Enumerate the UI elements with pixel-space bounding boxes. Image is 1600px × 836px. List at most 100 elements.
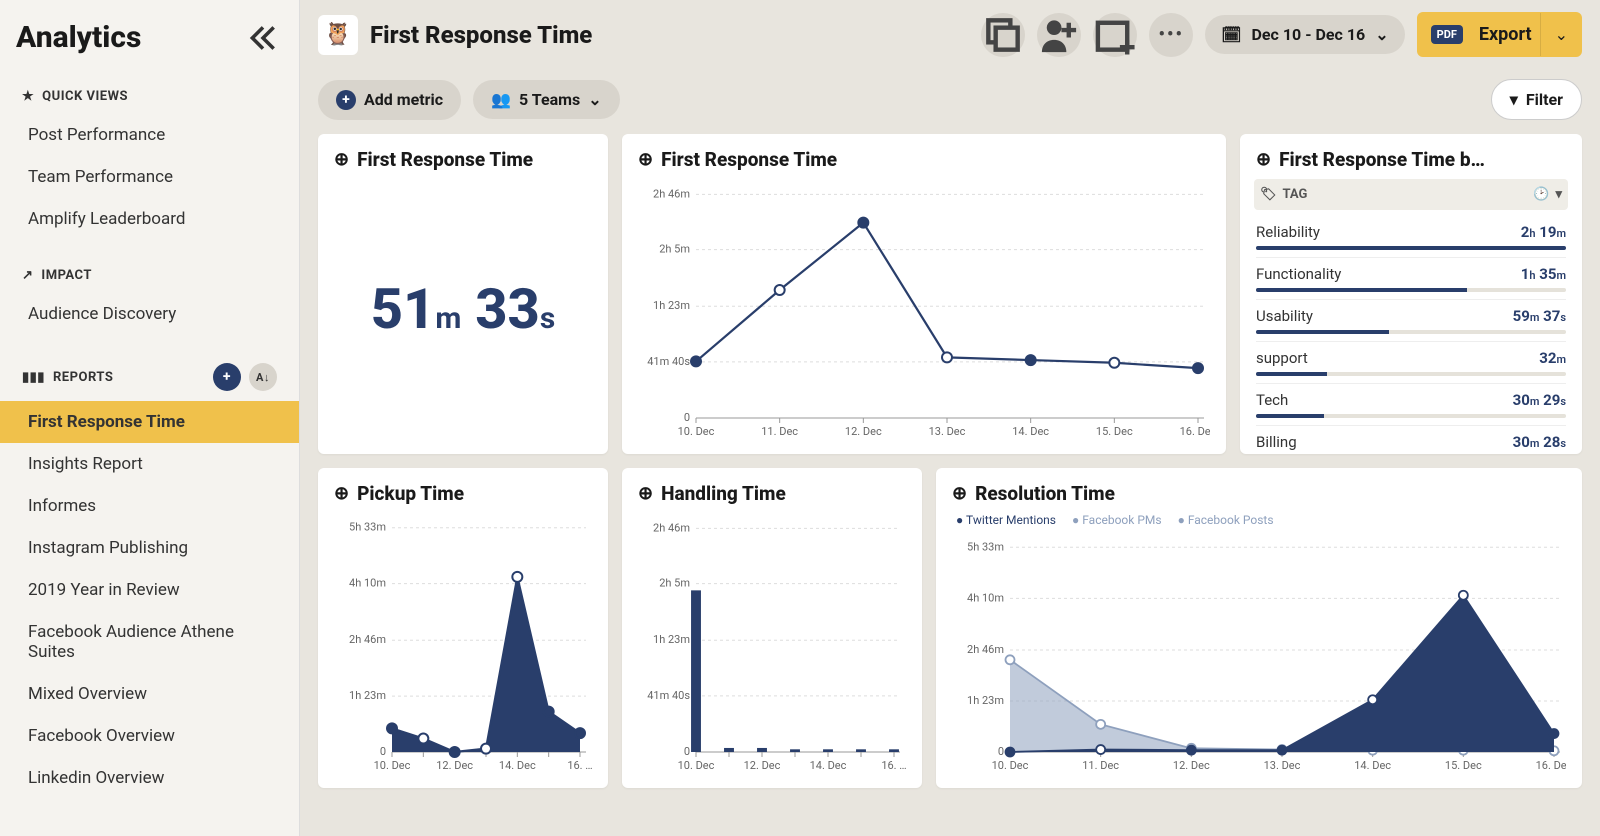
kpi-title: First Response Time — [357, 148, 533, 171]
clock-icon: 🕑 — [1533, 187, 1549, 202]
svg-text:2h 46m: 2h 46m — [349, 633, 386, 646]
pickup-title: Pickup Time — [357, 482, 464, 505]
svg-text:5h 33m: 5h 33m — [967, 540, 1004, 553]
svg-text:0: 0 — [684, 745, 690, 758]
nav-item[interactable]: Instagram Publishing — [0, 527, 299, 569]
people-icon: ⊕ — [638, 149, 653, 170]
resolution-card: ⊕Resolution Time Twitter MentionsFaceboo… — [936, 468, 1582, 788]
page-title: First Response Time — [370, 21, 969, 49]
handling-title: Handling Time — [661, 482, 786, 505]
people-icon: ⊕ — [1256, 149, 1271, 170]
date-range-picker[interactable]: 🗓 Dec 10 - Dec 16 ⌄ — [1205, 15, 1404, 54]
svg-text:1h 23m: 1h 23m — [349, 689, 386, 702]
teams-dropdown[interactable]: 👥 5 Teams ⌄ — [473, 80, 620, 119]
collapse-sidebar-button[interactable] — [247, 22, 279, 54]
teams-label: 5 Teams — [519, 90, 580, 109]
nav-item[interactable]: Linkedin Overview — [0, 757, 299, 799]
svg-text:0: 0 — [380, 745, 386, 758]
quick-views-label: ★ QUICK VIEWS — [0, 79, 299, 114]
export-button[interactable]: PDF Export ⌄ — [1417, 12, 1582, 57]
tag-row[interactable]: Billing 30m 28s — [1256, 426, 1566, 454]
svg-text:2h 5m: 2h 5m — [659, 577, 690, 590]
chevron-down-icon: ⌄ — [1375, 25, 1388, 44]
svg-text:4h 10m: 4h 10m — [967, 591, 1004, 604]
plus-icon: + — [336, 90, 356, 110]
svg-text:14. Dec: 14. Dec — [499, 759, 536, 772]
nav-item[interactable]: Facebook Audience Athene Suites — [0, 611, 299, 673]
calendar-plus-icon — [1093, 13, 1137, 57]
nav-item[interactable]: Mixed Overview — [0, 673, 299, 715]
quick-views-group: ★ QUICK VIEWS Post PerformanceTeam Perfo… — [0, 79, 299, 240]
kpi-value: 51m 33s — [371, 276, 556, 342]
svg-text:1h 23m: 1h 23m — [653, 299, 690, 312]
svg-text:10. Dec: 10. Dec — [678, 759, 715, 772]
svg-text:12. Dec: 12. Dec — [744, 759, 781, 772]
topbar: 🦉 First Response Time ••• 🗓 Dec 10 - Dec… — [300, 0, 1600, 69]
share-button[interactable] — [1037, 13, 1081, 57]
line-chart-card: ⊕First Response Time 041m 40s1h 23m2h 5m… — [622, 134, 1226, 454]
tag-row[interactable]: Functionality1h 35m — [1256, 258, 1566, 300]
more-button[interactable]: ••• — [1149, 13, 1193, 57]
nav-item[interactable]: Post Performance — [0, 114, 299, 156]
svg-text:16. …: 16. … — [881, 759, 906, 772]
tag-row[interactable]: Reliability2h 19m — [1256, 216, 1566, 258]
trend-icon: ↗ — [22, 268, 33, 283]
tag-row[interactable]: Tech30m 29s — [1256, 384, 1566, 426]
reports-label: ▮▮▮REPORTS + A↓ — [0, 353, 299, 401]
schedule-button[interactable] — [1093, 13, 1137, 57]
svg-text:4h 10m: 4h 10m — [349, 577, 386, 590]
tags-card: ⊕First Response Time b… 🏷TAG 🕑▾ Reliabil… — [1240, 134, 1582, 454]
funnel-icon: ▾ — [1510, 90, 1518, 109]
resolution-title: Resolution Time — [975, 482, 1115, 505]
tag-name: Usability — [1256, 307, 1313, 325]
svg-text:1h 23m: 1h 23m — [967, 694, 1004, 707]
duplicate-button[interactable] — [981, 13, 1025, 57]
nav-item[interactable]: Amplify Leaderboard — [0, 198, 299, 240]
svg-text:15. Dec: 15. Dec — [1096, 425, 1133, 438]
nav-item[interactable]: Informes — [0, 485, 299, 527]
nav-item[interactable]: Facebook Overview — [0, 715, 299, 757]
line-chart-title: First Response Time — [661, 148, 837, 171]
tag-row[interactable]: support32m — [1256, 342, 1566, 384]
svg-text:16. Dec: 16. Dec — [1180, 425, 1210, 438]
tag-name: Billing — [1256, 433, 1297, 451]
add-metric-button[interactable]: + Add metric — [318, 80, 461, 120]
export-chevron[interactable]: ⌄ — [1540, 13, 1582, 56]
svg-text:14. Dec: 14. Dec — [1012, 425, 1049, 438]
add-report-button[interactable]: + — [213, 363, 241, 391]
quick-views-text: QUICK VIEWS — [42, 89, 128, 104]
sort-reports-button[interactable]: A↓ — [249, 363, 277, 391]
copy-icon — [981, 13, 1025, 57]
person-plus-icon — [1037, 13, 1081, 57]
svg-text:2h 46m: 2h 46m — [967, 643, 1004, 656]
svg-text:5h 33m: 5h 33m — [349, 521, 386, 534]
svg-text:0: 0 — [998, 745, 1004, 758]
date-range-text: Dec 10 - Dec 16 — [1252, 25, 1366, 44]
filter-button[interactable]: ▾ Filter — [1491, 79, 1582, 120]
pickup-chart: 01h 23m2h 46m4h 10m5h 33m10. Dec12. Dec1… — [334, 511, 592, 778]
tag-value: 59m 37s — [1513, 307, 1566, 325]
cards-grid: ⊕First Response Time 51m 33s ⊕First Resp… — [300, 134, 1600, 836]
tag-value: 30m 28s — [1513, 433, 1566, 451]
pickup-card: ⊕Pickup Time 01h 23m2h 46m4h 10m5h 33m10… — [318, 468, 608, 788]
nav-item[interactable]: Audience Discovery — [0, 293, 299, 335]
svg-text:0: 0 — [684, 411, 690, 424]
subbar: + Add metric 👥 5 Teams ⌄ ▾ Filter — [300, 69, 1600, 134]
svg-text:15. Dec: 15. Dec — [1445, 759, 1482, 772]
people-icon: ⊕ — [952, 483, 967, 504]
nav-item[interactable]: First Response Time — [0, 401, 299, 443]
tag-row[interactable]: Usability 59m 37s — [1256, 300, 1566, 342]
tag-name: Reliability — [1256, 223, 1320, 241]
nav-item[interactable]: 2019 Year in Review — [0, 569, 299, 611]
sidebar-title: Analytics — [16, 20, 141, 55]
people-icon: ⊕ — [334, 149, 349, 170]
tag-value: 30m 29s — [1513, 391, 1566, 409]
nav-item[interactable]: Team Performance — [0, 156, 299, 198]
tag-name: support — [1256, 349, 1308, 367]
svg-text:2h 46m: 2h 46m — [653, 187, 690, 200]
tag-header[interactable]: 🏷TAG 🕑▾ — [1254, 179, 1568, 210]
svg-text:10. Dec: 10. Dec — [374, 759, 411, 772]
nav-item[interactable]: Insights Report — [0, 443, 299, 485]
svg-text:12. Dec: 12. Dec — [1173, 759, 1210, 772]
sidebar: Analytics ★ QUICK VIEWS Post Performance… — [0, 0, 300, 836]
